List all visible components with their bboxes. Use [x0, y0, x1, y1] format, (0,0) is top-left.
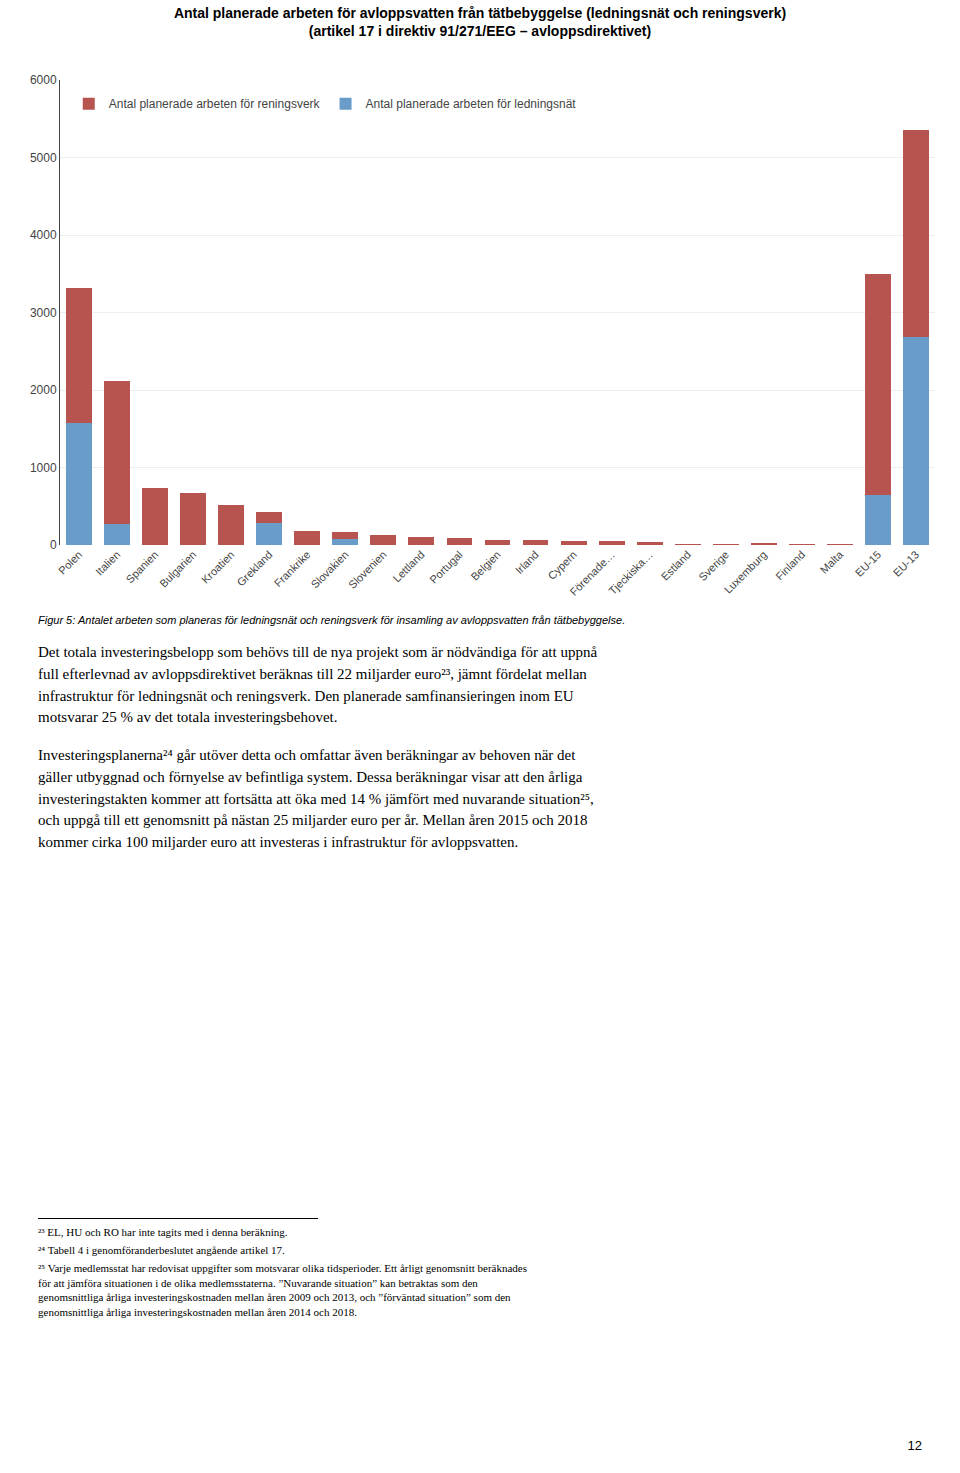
svg-text:Kroatien: Kroatien [199, 548, 236, 585]
html-text:Investeringsplanerna²⁴ går utö: Investeringsplanerna²⁴ går utöver detta … [38, 747, 594, 850]
svg-text:Irland: Irland [513, 548, 541, 576]
svg-text:Cypern: Cypern [545, 548, 579, 582]
svg-text:Antal planerade arbeten för le: Antal planerade arbeten för ledningsnät [366, 97, 577, 111]
svg-text:Sverige: Sverige [696, 548, 731, 583]
svg-text:1000: 1000 [30, 461, 57, 475]
svg-text:EU-15: EU-15 [853, 548, 884, 579]
svg-text:2000: 2000 [30, 383, 57, 397]
html-text:²⁴ Tabell 4 i genomföranderbes: ²⁴ Tabell 4 i genomföranderbeslutet angå… [38, 1243, 285, 1256]
svg-text:Malta: Malta [818, 548, 846, 576]
svg-text:3000: 3000 [30, 306, 57, 320]
svg-text:5000: 5000 [30, 151, 57, 165]
svg-text:6000: 6000 [30, 73, 57, 87]
html-text:Figur 5: Antalet arbeten som p: Figur 5: Antalet arbeten som planeras fö… [38, 614, 626, 626]
svg-text:Förenade…: Förenade… [567, 548, 617, 598]
svg-text:0: 0 [50, 538, 57, 552]
html-text:²³ EL, HU och RO har inte tagi: ²³ EL, HU och RO har inte tagits med i d… [38, 1226, 288, 1238]
html-text:12: 12 [907, 1438, 922, 1453]
html-text:Det totala investeringsbelopp: Det totala investeringsbelopp som behövs… [38, 644, 597, 726]
svg-text:Estland: Estland [659, 548, 693, 582]
svg-text:Spanien: Spanien [123, 548, 160, 585]
svg-text:Portugal: Portugal [427, 548, 464, 585]
svg-text:Italien: Italien [93, 548, 122, 577]
svg-text:Tjeckiska…: Tjeckiska… [606, 548, 655, 597]
svg-text:Slovakien: Slovakien [308, 548, 350, 590]
svg-text:Antal planerade arbeten för av: Antal planerade arbeten för avloppsvatte… [174, 5, 786, 39]
svg-text:Bulgarien: Bulgarien [157, 548, 198, 589]
svg-text:Finland: Finland [773, 548, 807, 582]
svg-text:Antal planerade arbeten för re: Antal planerade arbeten för reningsverk [109, 97, 321, 111]
svg-text:Slovenien: Slovenien [346, 548, 389, 591]
svg-text:Frankrike: Frankrike [272, 548, 313, 589]
svg-text:EU-13: EU-13 [891, 548, 922, 579]
svg-text:Belgien: Belgien [468, 548, 502, 582]
svg-text:Polen: Polen [56, 548, 84, 576]
html-text:²⁵ Varje medlemsstat har redov: ²⁵ Varje medlemsstat har redovisat uppgi… [38, 1261, 527, 1319]
svg-text:Luxemburg: Luxemburg [722, 548, 769, 595]
svg-text:Grekland: Grekland [234, 548, 274, 588]
svg-text:Lettland: Lettland [391, 548, 427, 584]
svg-text:4000: 4000 [30, 228, 57, 242]
